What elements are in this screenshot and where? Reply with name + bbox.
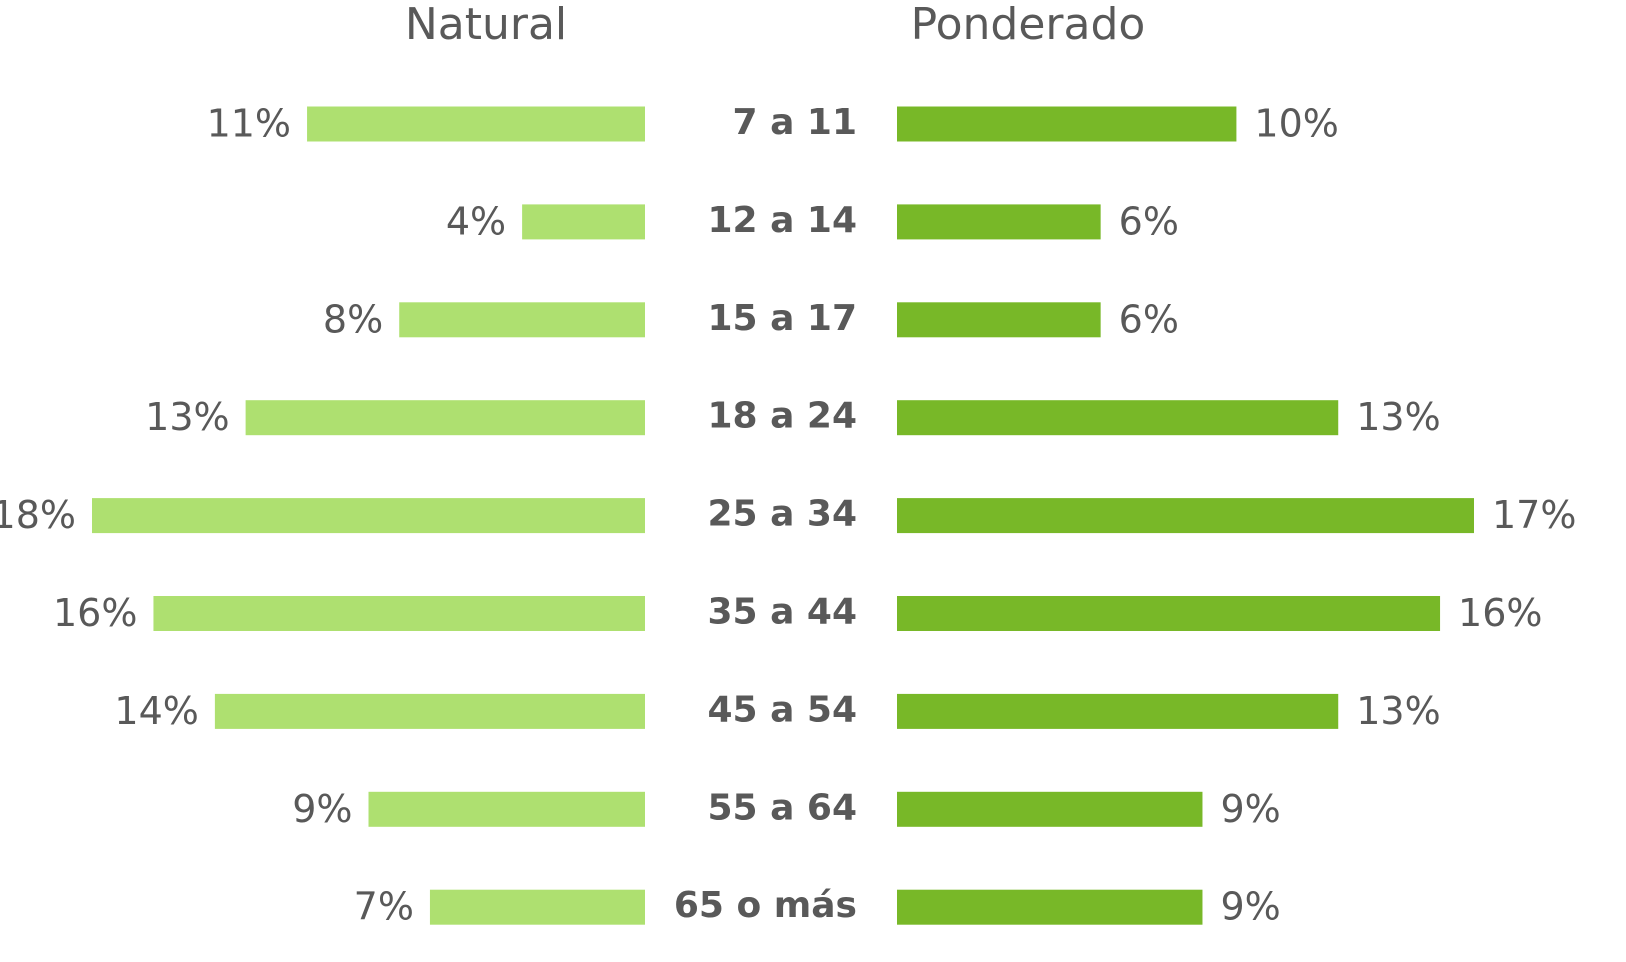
bar — [399, 302, 645, 338]
bar — [429, 889, 645, 925]
bar — [897, 791, 1203, 827]
bar — [368, 791, 645, 827]
bar — [897, 204, 1101, 240]
category-label: 12 a 14 — [707, 200, 857, 241]
bar — [522, 204, 645, 240]
bar — [897, 596, 1441, 631]
value-label: 6% — [1119, 199, 1179, 243]
value-label: 11% — [207, 102, 291, 146]
value-label: 9% — [292, 787, 352, 831]
value-label: 7% — [354, 885, 414, 929]
value-label: 13% — [1356, 689, 1440, 733]
bar — [245, 400, 645, 436]
value-label: 13% — [145, 395, 229, 439]
value-label: 17% — [1492, 493, 1576, 537]
bar — [897, 889, 1203, 925]
value-label: 14% — [114, 689, 198, 733]
value-label: 10% — [1254, 102, 1338, 146]
category-label: 65 o más — [674, 885, 857, 926]
bar — [897, 693, 1339, 729]
category-label: 35 a 44 — [707, 592, 857, 633]
value-label: 9% — [1220, 787, 1280, 831]
value-label: 18% — [0, 493, 76, 537]
bar — [897, 498, 1474, 534]
value-label: 9% — [1220, 885, 1280, 929]
bar — [897, 302, 1101, 338]
value-label: 16% — [1458, 591, 1542, 635]
series-title: Natural — [405, 0, 567, 50]
value-label: 13% — [1356, 395, 1440, 439]
category-label: 15 a 17 — [707, 298, 857, 339]
bar — [153, 596, 645, 631]
value-label: 16% — [53, 591, 137, 635]
category-label: 55 a 64 — [707, 787, 857, 828]
bar — [897, 400, 1339, 436]
value-label: 8% — [323, 297, 383, 341]
bar — [214, 693, 645, 729]
category-label: 25 a 34 — [707, 494, 857, 535]
bar — [307, 106, 645, 142]
category-label: 45 a 54 — [707, 689, 857, 730]
value-label: 6% — [1119, 297, 1179, 341]
bar — [897, 106, 1237, 142]
series-title: Ponderado — [911, 0, 1146, 50]
value-label: 4% — [446, 199, 506, 243]
category-label: 7 a 11 — [732, 102, 857, 143]
bar — [92, 498, 645, 534]
category-label: 18 a 24 — [707, 396, 857, 437]
